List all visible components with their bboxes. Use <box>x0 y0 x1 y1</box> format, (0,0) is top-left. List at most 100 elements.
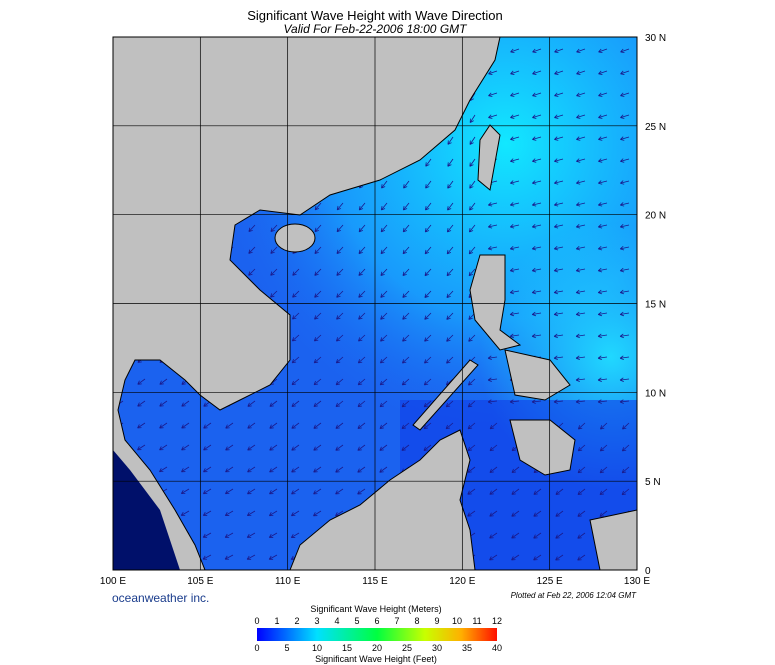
wave-arrow <box>159 378 168 385</box>
wave-arrow <box>402 312 410 320</box>
wave-arrow <box>554 136 564 141</box>
wave-arrow <box>358 290 366 298</box>
wave-arrow <box>357 466 366 473</box>
wave-arrow <box>597 377 608 382</box>
wave-arrow <box>597 399 608 404</box>
colorbar-tick-label: 1 <box>274 616 279 626</box>
land-mainland <box>113 37 501 570</box>
graticule <box>113 37 637 570</box>
wave-arrow <box>598 136 608 141</box>
wave-arrow <box>619 399 630 404</box>
wave-arrow <box>159 444 168 451</box>
wave-arrow <box>621 466 630 474</box>
colorbar-tick-label: 10 <box>312 643 322 653</box>
wave-arrow <box>379 422 388 429</box>
wave-arrow <box>379 400 388 408</box>
wave-arrow <box>619 202 630 207</box>
wave-arrow <box>313 444 322 451</box>
wave-arrow <box>619 333 630 339</box>
wave-arrow <box>424 290 432 298</box>
wave-arrow <box>577 444 586 452</box>
wave-arrow <box>469 158 476 167</box>
wave-arrow <box>447 202 454 211</box>
wave-arrow <box>358 334 366 342</box>
wave-arrow <box>487 355 498 361</box>
wave-arrow <box>598 180 608 185</box>
wave-arrow <box>489 510 498 517</box>
wave-arrow <box>380 290 388 298</box>
wave-arrow <box>532 158 542 163</box>
wave-arrow <box>424 334 432 342</box>
wave-arrow <box>202 554 212 560</box>
wave-arrow <box>313 356 322 364</box>
wave-arrow <box>335 444 344 451</box>
wave-arrow <box>401 422 410 430</box>
wave-arrow <box>510 136 520 141</box>
colorbar-tick-label: 7 <box>394 616 399 626</box>
wave-arrow <box>159 466 168 473</box>
wave-arrow <box>554 180 564 185</box>
colorbar-tick-label: 4 <box>334 616 339 626</box>
wave-arrow <box>314 246 322 254</box>
wave-arrow <box>357 444 366 451</box>
wave-arrow <box>137 400 146 407</box>
wave-arrow <box>597 333 608 339</box>
wave-arrow <box>357 400 366 408</box>
wave-arrow <box>575 355 586 361</box>
wave-arrow <box>576 114 586 119</box>
wave-arrow <box>576 70 586 75</box>
wave-arrow <box>555 532 564 539</box>
wave-arrow <box>489 554 498 561</box>
wave-arrow <box>577 466 586 474</box>
wave-arrow <box>511 488 520 495</box>
wave-arrow <box>380 334 388 342</box>
wave-arrow <box>509 245 520 251</box>
wave-arrow <box>268 510 278 517</box>
wave-arrow <box>403 180 410 189</box>
wave-arrow <box>313 488 322 495</box>
plotted-note: Plotted at Feb 22, 2006 12:04 GMT <box>511 591 638 600</box>
wave-arrow <box>489 444 498 452</box>
wave-arrow <box>576 48 586 54</box>
wave-arrow <box>379 378 388 386</box>
wave-arrow <box>597 245 608 251</box>
wave-arrow <box>553 245 564 251</box>
wave-arrow <box>576 158 586 163</box>
wave-arrow <box>509 267 520 273</box>
wave-arrow <box>575 289 586 295</box>
wave-arrow <box>553 311 564 317</box>
wave-arrow <box>358 202 366 211</box>
wave-arrow <box>270 246 278 254</box>
wave-arrow <box>577 532 586 539</box>
wave-arrow <box>381 180 388 189</box>
wave-arrow <box>620 70 630 75</box>
wave-arrow <box>532 180 542 185</box>
lat-label: 30 N <box>645 33 666 44</box>
wave-arrow <box>314 312 322 320</box>
wave-arrow <box>487 399 498 404</box>
wave-arrow <box>553 224 564 229</box>
wave-arrow <box>335 356 344 364</box>
wave-arrow <box>270 224 278 233</box>
wave-arrow <box>181 400 190 407</box>
wave-arrow <box>597 355 608 361</box>
wave-arrow <box>553 289 564 295</box>
wave-arrow <box>554 92 564 97</box>
wave-arrow <box>468 246 476 255</box>
wave-arrow <box>599 488 608 496</box>
wave-arrow <box>313 334 322 342</box>
wave-arrow <box>599 444 608 452</box>
wave-arrow <box>225 488 234 495</box>
wave-arrow <box>509 224 520 229</box>
wave-arrow <box>180 510 190 516</box>
wave-arrow <box>622 422 630 430</box>
wave-arrow <box>467 466 476 473</box>
wave-arrow <box>509 202 520 207</box>
wave-arrow <box>292 268 300 276</box>
wave-arrow <box>335 400 344 408</box>
wave-arrow <box>599 466 608 474</box>
wave-arrow <box>447 180 454 189</box>
land-sulawesi <box>589 509 637 570</box>
colorbar-title: Significant Wave Height (Meters) <box>310 604 441 614</box>
wave-arrow <box>425 202 432 211</box>
